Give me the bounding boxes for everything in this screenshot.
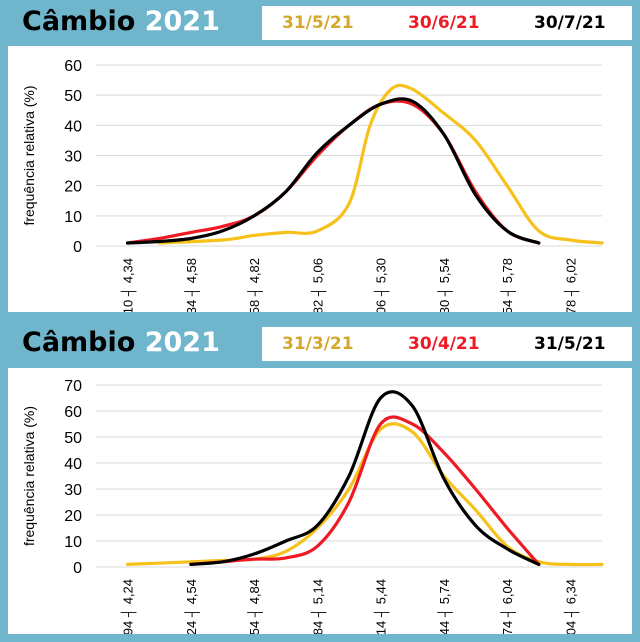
y-tick-label: 40 xyxy=(64,456,82,473)
chart-title-word: Câmbio xyxy=(22,6,136,37)
x-tick-label: 4,34 ┤ 4,58 xyxy=(184,258,200,312)
x-tick-label: 4,82 ┤ 5,06 xyxy=(310,258,326,312)
x-tick-label: 3,94 ┤ 4,24 xyxy=(121,579,137,634)
legend: 31/3/21 30/4/21 31/5/21 xyxy=(262,327,632,361)
x-tick-label: 4,10 ┤ 4,34 xyxy=(121,258,137,312)
y-tick-label: 0 xyxy=(73,239,82,256)
x-tick-label: 4,84 ┤ 5,14 xyxy=(310,579,326,634)
chart-title: Câmbio 2021 xyxy=(22,326,220,360)
x-tick-label: 5,06 ┤ 5,30 xyxy=(374,258,390,312)
chart-panel: 0 10 20 30 40 50 60 frequência relativa (%) 4,10… xyxy=(8,46,632,325)
chart-title-year: 2021 xyxy=(144,6,220,37)
y-tick-label: 50 xyxy=(64,88,82,105)
legend-item: 31/5/21 xyxy=(282,13,354,33)
y-tick-label: 30 xyxy=(64,482,82,499)
y-tick-label: 30 xyxy=(64,149,82,166)
x-tick-label: 5,54 ┤ 5,78 xyxy=(500,258,516,312)
chart-panel: 0 10 20 30 40 50 60 70 frequência relativa (%) 3,… xyxy=(8,368,632,642)
legend-item: 31/3/21 xyxy=(282,334,354,354)
y-axis-label: frequência relativa (%) xyxy=(21,406,37,546)
x-tick-label: 5,44 ┤ 5,74 xyxy=(437,579,453,634)
x-tick-label: 5,30 ┤ 5,54 xyxy=(437,258,453,312)
y-tick-label: 60 xyxy=(64,404,82,421)
chart-plot: 0 10 20 30 40 50 60 frequência relativa (%) 4,10… xyxy=(21,58,604,325)
y-tick-label: 20 xyxy=(64,508,82,525)
y-tick-label: 10 xyxy=(64,209,82,226)
x-tick-label: 4,24 ┤ 4,54 xyxy=(184,579,200,634)
chart-title-year: 2021 xyxy=(144,327,220,358)
series-line xyxy=(126,97,541,245)
y-axis-label: frequência relativa (%) xyxy=(21,85,37,225)
y-tick-label: 70 xyxy=(64,378,82,395)
series-line xyxy=(126,422,604,567)
legend-item: 30/7/21 xyxy=(534,13,606,33)
series-line xyxy=(157,83,604,245)
y-tick-label: 0 xyxy=(73,560,82,577)
y-tick-label: 60 xyxy=(64,58,82,75)
y-tick-label: 20 xyxy=(64,179,82,196)
legend-item: 31/5/21 xyxy=(534,334,606,354)
y-tick-label: 50 xyxy=(64,430,82,447)
chart-title-word: Câmbio xyxy=(22,327,136,358)
series-line xyxy=(189,415,541,566)
x-tick-label: 4,58 ┤ 4,82 xyxy=(247,258,263,312)
legend: 31/5/21 30/6/21 30/7/21 xyxy=(262,6,632,40)
chart-plot: 0 10 20 30 40 50 60 70 frequência relativa (%) 3,… xyxy=(21,378,604,642)
y-tick-label: 40 xyxy=(64,118,82,135)
x-tick-label: 5,78 ┤ 6,02 xyxy=(563,258,579,312)
chart-title: Câmbio 2021 xyxy=(22,5,220,39)
x-tick-label: 5,14 ┤ 5,44 xyxy=(374,579,390,634)
x-tick-label: 6,04 ┤ 6,34 xyxy=(563,579,579,634)
x-tick-label: 5,74 ┤ 6,04 xyxy=(500,579,516,634)
series-line xyxy=(189,390,541,566)
x-tick-label: 4,54 ┤ 4,84 xyxy=(247,579,263,634)
y-tick-label: 10 xyxy=(64,534,82,551)
legend-item: 30/4/21 xyxy=(408,334,480,354)
legend-item: 30/6/21 xyxy=(408,13,480,33)
